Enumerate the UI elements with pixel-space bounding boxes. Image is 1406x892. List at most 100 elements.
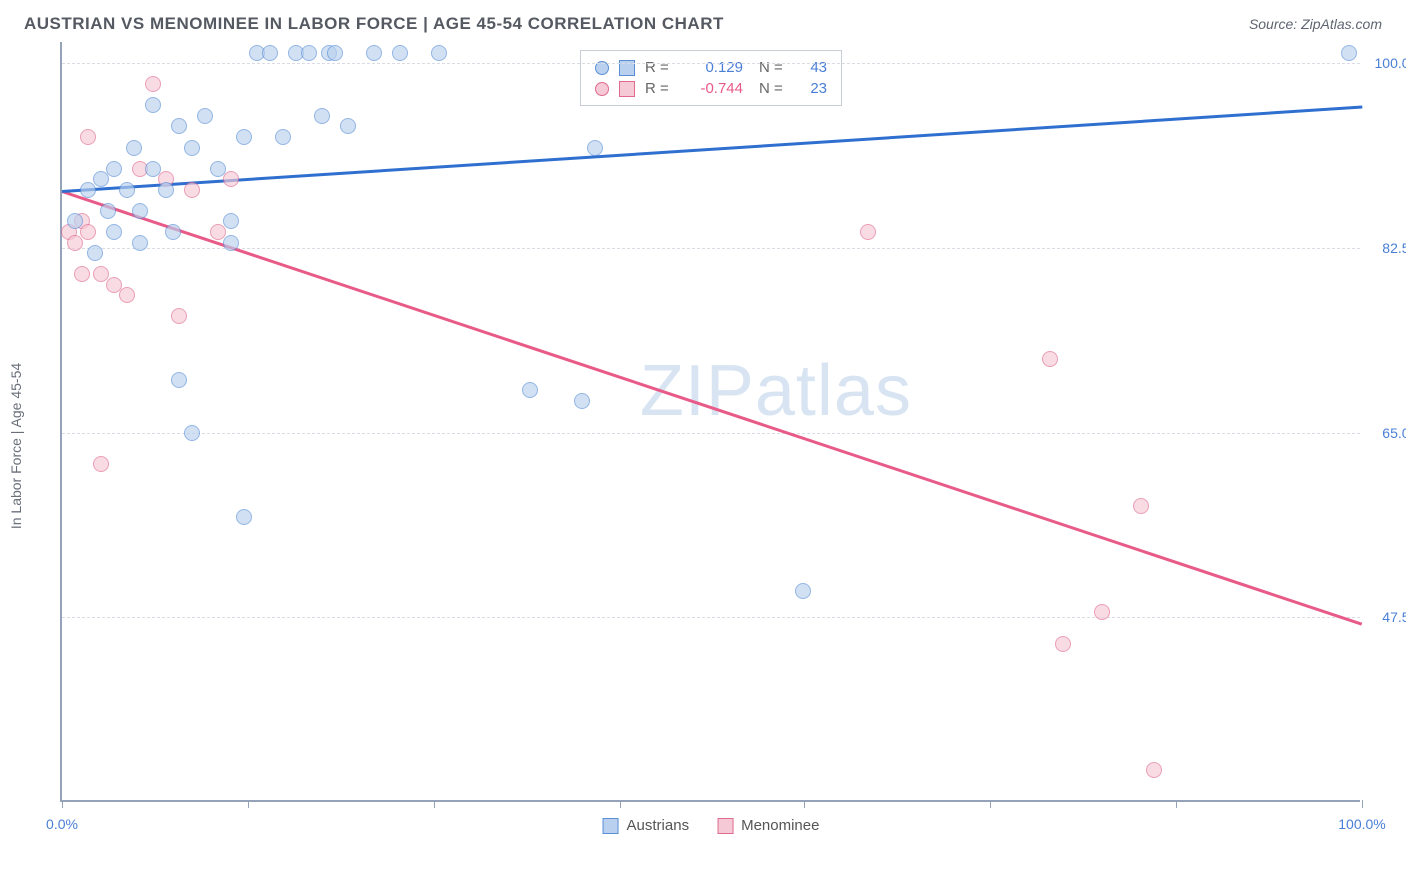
square-swatch-icon — [603, 818, 619, 834]
data-point — [93, 171, 109, 187]
y-axis-label: In Labor Force | Age 45-54 — [8, 363, 24, 529]
chart-title: AUSTRIAN VS MENOMINEE IN LABOR FORCE | A… — [24, 14, 724, 34]
data-point — [184, 182, 200, 198]
data-point — [236, 129, 252, 145]
data-point — [106, 161, 122, 177]
data-point — [80, 129, 96, 145]
gridline — [62, 248, 1360, 249]
data-point — [165, 224, 181, 240]
source-attribution: Source: ZipAtlas.com — [1249, 16, 1382, 32]
legend-item-menominee: Menominee — [717, 817, 819, 834]
x-tick — [1362, 800, 1363, 808]
data-point — [1133, 498, 1149, 514]
data-point — [275, 129, 291, 145]
data-point — [126, 140, 142, 156]
x-tick — [804, 800, 805, 808]
x-tick — [620, 800, 621, 808]
n-label: N = — [759, 59, 787, 76]
data-point — [1341, 45, 1357, 61]
data-point — [860, 224, 876, 240]
data-point — [366, 45, 382, 61]
x-tick — [248, 800, 249, 808]
data-point — [106, 224, 122, 240]
legend-row-austrian: R = 0.129 N = 43 — [595, 57, 827, 78]
x-tick — [1176, 800, 1177, 808]
x-tick-label: 100.0% — [1338, 816, 1385, 832]
data-point — [171, 118, 187, 134]
gridline — [62, 63, 1360, 64]
y-tick-label: 100.0% — [1375, 55, 1406, 71]
data-point — [574, 393, 590, 409]
trend-line — [62, 190, 1363, 625]
data-point — [431, 45, 447, 61]
trend-line — [62, 105, 1362, 192]
data-point — [1042, 351, 1058, 367]
data-point — [223, 213, 239, 229]
data-point — [119, 287, 135, 303]
r-value-menominee: -0.744 — [683, 80, 743, 97]
r-label: R = — [645, 80, 673, 97]
legend-row-menominee: R = -0.744 N = 23 — [595, 78, 827, 99]
square-swatch-icon — [619, 60, 635, 76]
circle-swatch-icon — [595, 82, 609, 96]
data-point — [93, 456, 109, 472]
r-label: R = — [645, 59, 673, 76]
n-value-menominee: 23 — [797, 80, 827, 97]
x-tick — [990, 800, 991, 808]
data-point — [392, 45, 408, 61]
data-point — [132, 235, 148, 251]
data-point — [119, 182, 135, 198]
data-point — [100, 203, 116, 219]
data-point — [210, 161, 226, 177]
data-point — [171, 308, 187, 324]
gridline — [62, 433, 1360, 434]
data-point — [587, 140, 603, 156]
data-point — [1094, 604, 1110, 620]
y-tick-label: 82.5% — [1382, 240, 1406, 256]
data-point — [145, 161, 161, 177]
data-point — [87, 245, 103, 261]
data-point — [236, 509, 252, 525]
scatter-plot-area: ZIPatlas R = 0.129 N = 43 R = -0.744 N =… — [60, 42, 1360, 802]
data-point — [145, 97, 161, 113]
data-point — [158, 182, 174, 198]
legend-item-austrian: Austrians — [603, 817, 690, 834]
data-point — [327, 45, 343, 61]
data-point — [80, 224, 96, 240]
r-value-austrian: 0.129 — [683, 59, 743, 76]
data-point — [262, 45, 278, 61]
gridline — [62, 617, 1360, 618]
data-point — [314, 108, 330, 124]
y-tick-label: 47.5% — [1382, 609, 1406, 625]
legend-label-austrian: Austrians — [627, 817, 690, 834]
data-point — [197, 108, 213, 124]
data-point — [1146, 762, 1162, 778]
square-swatch-icon — [717, 818, 733, 834]
square-swatch-icon — [619, 81, 635, 97]
watermark-thin: atlas — [755, 351, 912, 431]
data-point — [301, 45, 317, 61]
y-tick-label: 65.0% — [1382, 425, 1406, 441]
series-legend: Austrians Menominee — [603, 817, 820, 834]
data-point — [132, 203, 148, 219]
legend-label-menominee: Menominee — [741, 817, 819, 834]
data-point — [223, 235, 239, 251]
n-label: N = — [759, 80, 787, 97]
data-point — [223, 171, 239, 187]
data-point — [522, 382, 538, 398]
data-point — [74, 266, 90, 282]
watermark: ZIPatlas — [640, 350, 912, 432]
n-value-austrian: 43 — [797, 59, 827, 76]
data-point — [171, 372, 187, 388]
correlation-legend: R = 0.129 N = 43 R = -0.744 N = 23 — [580, 50, 842, 106]
data-point — [184, 140, 200, 156]
data-point — [67, 235, 83, 251]
data-point — [795, 583, 811, 599]
data-point — [184, 425, 200, 441]
x-tick — [434, 800, 435, 808]
data-point — [145, 76, 161, 92]
x-tick-label: 0.0% — [46, 816, 78, 832]
x-tick — [62, 800, 63, 808]
data-point — [1055, 636, 1071, 652]
data-point — [340, 118, 356, 134]
